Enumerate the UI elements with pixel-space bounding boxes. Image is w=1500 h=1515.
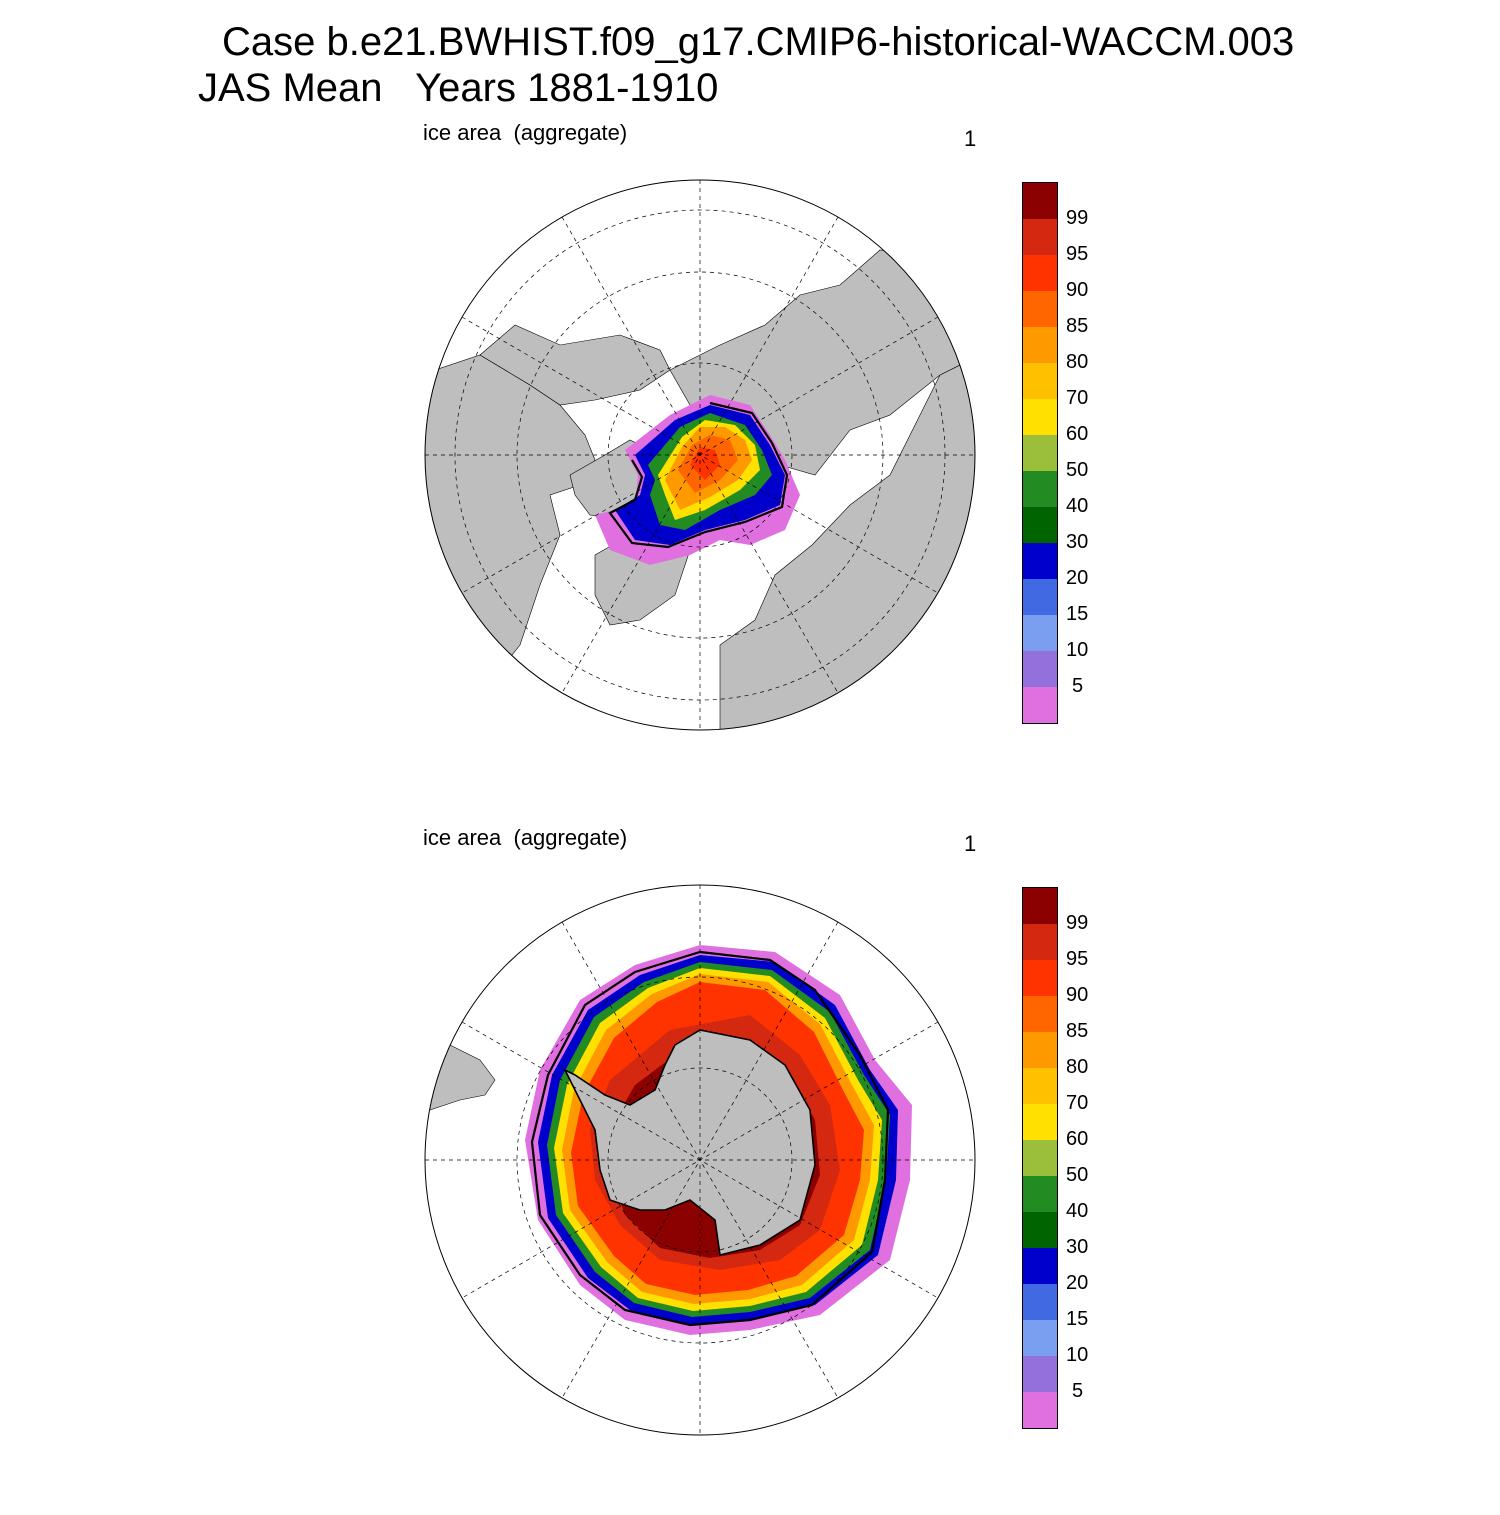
colorbar-tick-label: 40 (1066, 1200, 1089, 1222)
colorbar-tick-label: 30 (1066, 531, 1089, 553)
colorbar-tick-label: 15 (1066, 1308, 1089, 1330)
panel-index-label: 1 (964, 126, 977, 151)
colorbar-swatch (1023, 1284, 1057, 1320)
colorbar-swatch (1023, 183, 1057, 219)
colorbar-swatch (1023, 888, 1057, 924)
panel-northern-hemisphere: ice area (aggregate) 1 (0, 110, 1500, 810)
colorbar-swatch (1023, 471, 1057, 507)
colorbar-tick-label: 90 (1066, 984, 1089, 1006)
colorbar-tick-label: 85 (1066, 1020, 1089, 1042)
map-border (424, 884, 976, 1436)
colorbar-tick-label: 85 (1066, 315, 1089, 337)
colorbar-swatch (1023, 579, 1057, 615)
colorbar-tick-label: 70 (1066, 387, 1089, 409)
colorbar-sh: 99 95 90 85 80 70 60 50 40 30 20 15 10 5 (1022, 887, 1112, 1429)
colorbar-swatch (1023, 1032, 1057, 1068)
colorbar-swatch (1023, 1392, 1057, 1428)
colorbar-tick-label: 95 (1066, 243, 1089, 265)
colorbar-tick-label: 20 (1066, 1272, 1089, 1294)
colorbar-swatch (1023, 996, 1057, 1032)
colorbar-tick-label: 40 (1066, 495, 1089, 517)
colorbar-swatch (1023, 1356, 1057, 1392)
colorbar-swatch (1023, 1248, 1057, 1284)
colorbar-swatch (1023, 435, 1057, 471)
graticule (425, 885, 975, 1435)
colorbar-swatch (1023, 399, 1057, 435)
colorbar-swatch (1023, 363, 1057, 399)
colorbar-tick-label: 50 (1066, 459, 1089, 481)
graticule (425, 180, 975, 730)
colorbar-tick-label: 90 (1066, 279, 1089, 301)
colorbar-swatch (1023, 1320, 1057, 1356)
figure-title-case: Case b.e21.BWHIST.f09_g17.CMIP6-historic… (222, 20, 1295, 64)
colorbar-swatch (1023, 651, 1057, 687)
colorbar-tick-label: 95 (1066, 948, 1089, 970)
colorbar-swatch (1023, 1176, 1057, 1212)
colorbar-tick-label: 15 (1066, 603, 1089, 625)
colorbar-swatch (1023, 1212, 1057, 1248)
land-antarctica (563, 1029, 816, 1256)
panel-southern-hemisphere: ice area (aggregate) 1 (0, 815, 1500, 1515)
colorbar-tick-label: 80 (1066, 1056, 1089, 1078)
arctic-polar-map (424, 179, 976, 731)
colorbar-swatch (1023, 687, 1057, 723)
colorbar-tick-label: 50 (1066, 1164, 1089, 1186)
colorbar-tick-label: 30 (1066, 1236, 1089, 1258)
colorbar-swatch (1023, 615, 1057, 651)
ice-edge-contour (608, 401, 789, 549)
colorbar-tick-label: 20 (1066, 567, 1089, 589)
colorbar-nh: 99 95 90 85 80 70 60 50 40 30 20 15 10 5 (1022, 182, 1112, 724)
land-alaska (479, 324, 671, 406)
colorbar-tick-label: 80 (1066, 351, 1089, 373)
colorbar-swatch (1023, 219, 1057, 255)
colorbar-swatch (1023, 291, 1057, 327)
ice-edge-contour (530, 950, 890, 1327)
antarctic-polar-map (424, 884, 976, 1436)
colorbar-tick-label: 60 (1066, 1128, 1089, 1150)
colorbar-swatches (1022, 182, 1058, 724)
colorbar-tick-label: 99 (1066, 912, 1089, 934)
panel-variable-label: ice area (aggregate) (423, 120, 628, 145)
colorbar-swatch (1023, 255, 1057, 291)
colorbar-swatch (1023, 1104, 1057, 1140)
colorbar-swatch (1023, 1140, 1057, 1176)
panel-variable-label: ice area (aggregate) (423, 825, 628, 850)
colorbar-swatch (1023, 1068, 1057, 1104)
map-border (424, 179, 976, 731)
colorbar-swatches (1022, 887, 1058, 1429)
colorbar-tick-label: 10 (1066, 1344, 1089, 1366)
colorbar-tick-label: 60 (1066, 423, 1089, 445)
colorbar-swatch (1023, 327, 1057, 363)
colorbar-swatch (1023, 543, 1057, 579)
colorbar-tick-label: 70 (1066, 1092, 1089, 1114)
colorbar-swatch (1023, 507, 1057, 543)
colorbar-tick-label: 10 (1066, 639, 1089, 661)
figure-title-period: JAS Mean Years 1881-1910 (198, 66, 719, 110)
colorbar-swatch (1023, 960, 1057, 996)
colorbar-swatch (1023, 924, 1057, 960)
colorbar-tick-label: 99 (1066, 207, 1089, 229)
colorbar-tick-label: 5 (1072, 675, 1084, 697)
colorbar-tick-label: 5 (1072, 1380, 1084, 1402)
panel-index-label: 1 (964, 831, 977, 856)
